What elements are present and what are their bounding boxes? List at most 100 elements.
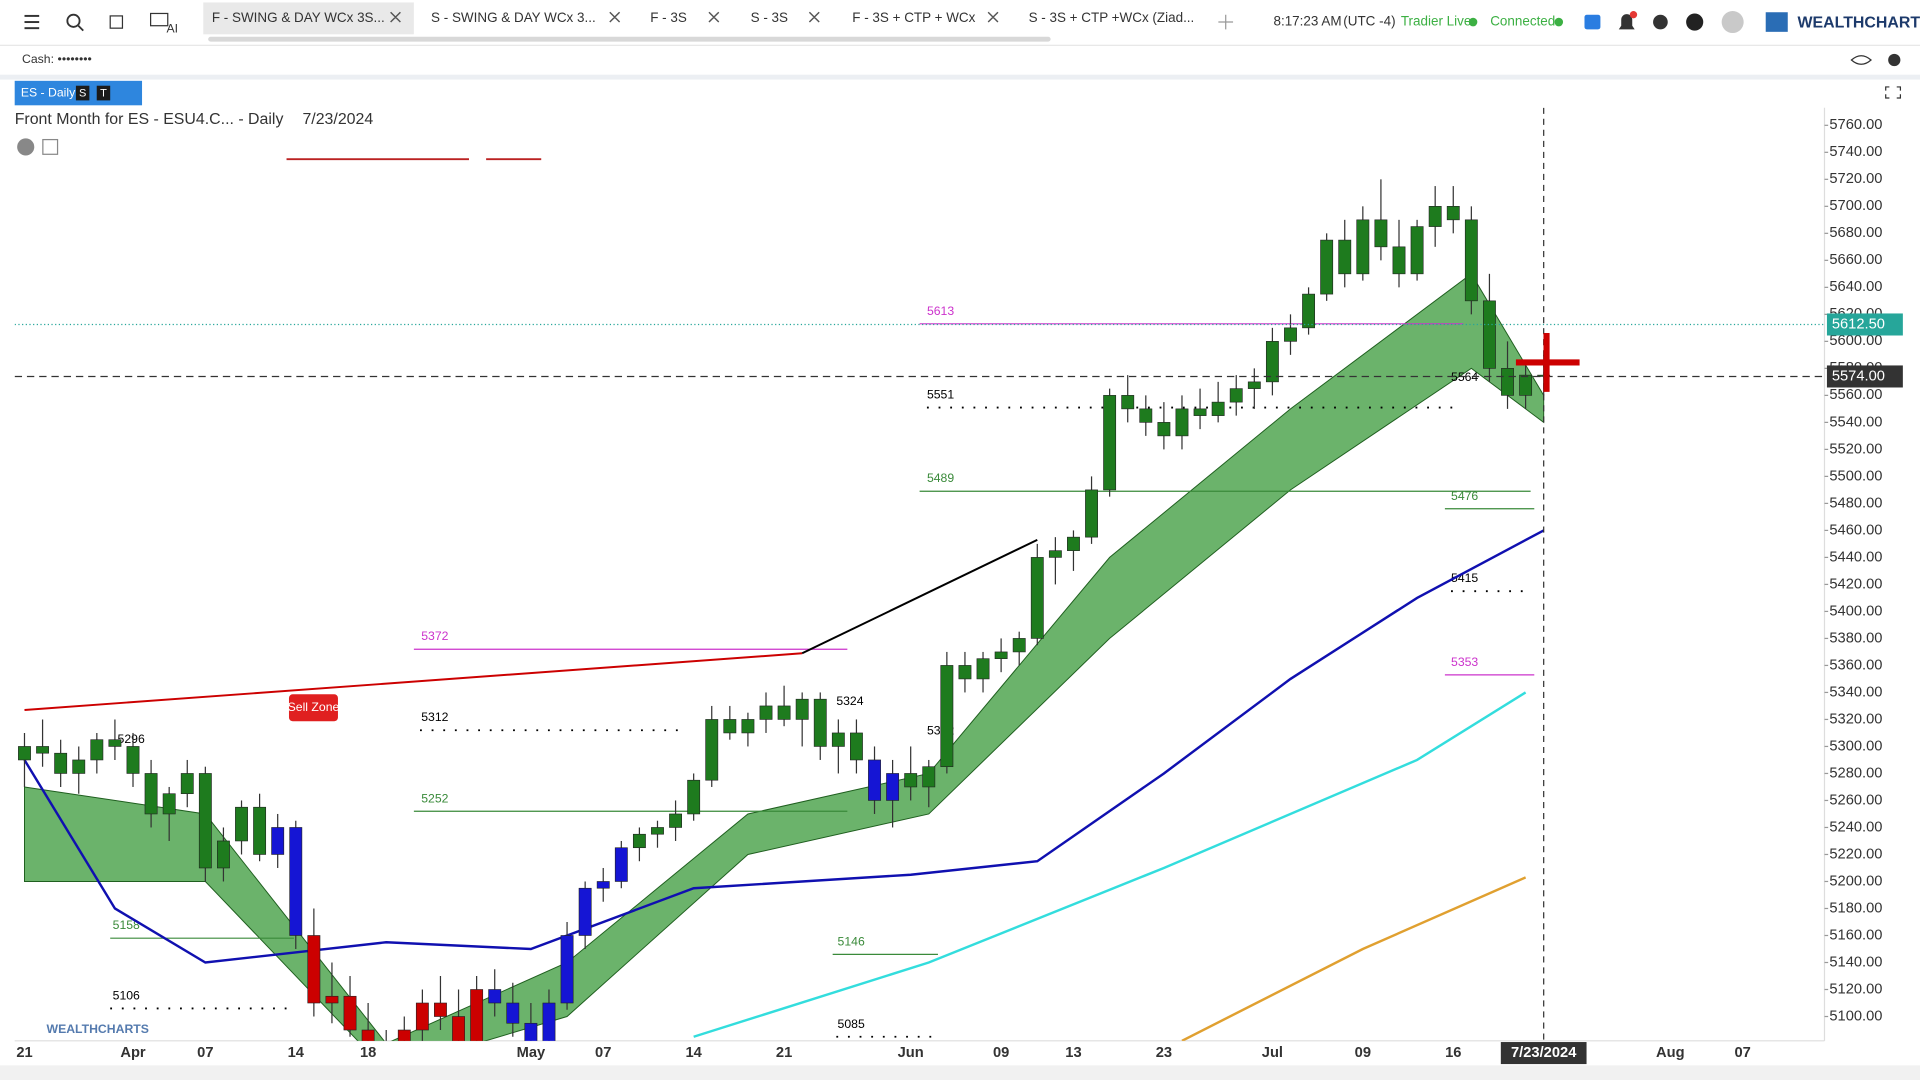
layout-icon[interactable] [109, 15, 124, 29]
brand-logo [1765, 12, 1788, 32]
account-settings-icon[interactable] [1888, 53, 1901, 67]
tab-scrollbar[interactable] [208, 36, 1051, 42]
y-tick-label: 5400.00 [1829, 603, 1882, 619]
candle-body [1302, 293, 1316, 329]
candle-body [813, 698, 827, 747]
y-tick-label: 5460.00 [1829, 522, 1882, 538]
tab[interactable]: F - SWING & DAY WCx 3S... [212, 10, 385, 25]
level-label: 5613 [927, 304, 954, 318]
tab[interactable]: F - 3S + CTP + WCx [852, 10, 975, 25]
level-label: 5372 [421, 629, 448, 643]
y-tick-label: 5420.00 [1829, 576, 1882, 592]
axes: 5760.00 5740.00 5720.00 5700.00 5680.00 5660.… [16, 117, 1903, 1065]
candle-body [705, 719, 719, 781]
candle-body [144, 773, 158, 815]
help-icon[interactable] [1686, 13, 1704, 31]
candle-body [831, 732, 845, 747]
menu-icon[interactable] [24, 14, 40, 30]
y-tick-label: 5600.00 [1829, 333, 1882, 349]
candle-body [741, 719, 755, 734]
candle-body [1211, 401, 1225, 416]
moving-average [1181, 876, 1527, 1041]
save-icon[interactable] [1584, 14, 1601, 30]
candle-body [162, 793, 176, 815]
candle-body [361, 1029, 375, 1041]
search-icon[interactable] [66, 13, 84, 32]
tab[interactable]: F - 3S [650, 10, 687, 25]
add-indicator-icon[interactable] [17, 138, 35, 156]
x-tick-label: 18 [360, 1045, 376, 1061]
avatar[interactable] [1721, 11, 1744, 34]
x-tick-label: May [517, 1045, 546, 1061]
settings-icon[interactable] [1653, 14, 1668, 30]
badge[interactable] [96, 85, 111, 101]
candle-body [1483, 300, 1496, 369]
candle-body [1030, 557, 1044, 639]
y-tick-label: 5240.00 [1829, 819, 1882, 835]
y-tick-label: 5220.00 [1829, 846, 1882, 862]
candle-body [1374, 219, 1388, 248]
candle-body [1446, 206, 1460, 221]
broker: Tradier Live [1401, 14, 1472, 29]
active-tab[interactable] [203, 2, 414, 35]
y-tick-label: 5680.00 [1829, 225, 1882, 241]
y-tick-label: 5340.00 [1829, 684, 1882, 700]
level-label: 5312 [421, 710, 448, 724]
candle-body [904, 773, 918, 788]
collapse-icon[interactable] [42, 138, 59, 155]
hide-icon[interactable] [1850, 55, 1872, 65]
candle-body [198, 773, 212, 869]
candle-body [1012, 638, 1026, 653]
level-label: 5489 [927, 471, 954, 485]
candle-body [126, 746, 140, 774]
level-label: 5324 [836, 694, 863, 708]
x-tick-label: 7/23/2024 [1511, 1045, 1577, 1061]
candle-body [343, 995, 357, 1031]
candle-body [18, 746, 31, 761]
tab[interactable]: S - 3S [751, 10, 788, 25]
y-tick-label: 5300.00 [1829, 738, 1882, 754]
price-label: 5574.00 [1832, 368, 1885, 384]
bell-icon[interactable] [1618, 14, 1635, 30]
moving-average [693, 691, 1527, 1038]
level-label: 5476 [1451, 489, 1478, 503]
expand-icon[interactable] [1885, 86, 1902, 99]
x-tick-label: 09 [1355, 1045, 1371, 1061]
level-label: 5085 [838, 1017, 865, 1031]
candle-body [596, 881, 610, 889]
y-tick-label: 5120.00 [1829, 981, 1882, 997]
x-tick-label: Jun [898, 1045, 924, 1061]
y-tick-label: 5140.00 [1829, 954, 1882, 970]
x-tick-label: 21 [16, 1045, 32, 1061]
level-label: 5415 [1451, 571, 1478, 585]
y-tick-label: 5700.00 [1829, 198, 1882, 214]
tab-close-icons[interactable] [390, 11, 999, 23]
ai-icon[interactable] [150, 12, 169, 27]
candle-body [651, 827, 664, 835]
candle-body [958, 665, 972, 680]
candle-body [669, 813, 683, 828]
candle-body [235, 806, 248, 842]
level-label: 5146 [838, 934, 865, 948]
candle-body [1410, 226, 1424, 275]
tab[interactable]: S - SWING & DAY WCx 3... [431, 10, 596, 25]
cursor-marker [1515, 333, 1580, 392]
level-label: 5296 [118, 732, 145, 746]
y-tick-label: 5560.00 [1829, 387, 1882, 403]
candle-body [415, 1002, 429, 1031]
candle-body [90, 739, 104, 761]
candle-body [1519, 374, 1533, 396]
x-tick-label: 14 [685, 1045, 702, 1061]
tab[interactable]: S - 3S + CTP +WCx (Ziad... [1029, 10, 1195, 25]
candle-body [1048, 550, 1062, 558]
candle-body [434, 1002, 447, 1017]
candle-body [524, 1022, 538, 1041]
badge[interactable] [75, 85, 90, 101]
new-tab-icon[interactable] [1218, 14, 1234, 30]
trend-band [24, 273, 1545, 1041]
candle-body [488, 989, 502, 1004]
x-tick-label: Aug [1656, 1045, 1685, 1061]
